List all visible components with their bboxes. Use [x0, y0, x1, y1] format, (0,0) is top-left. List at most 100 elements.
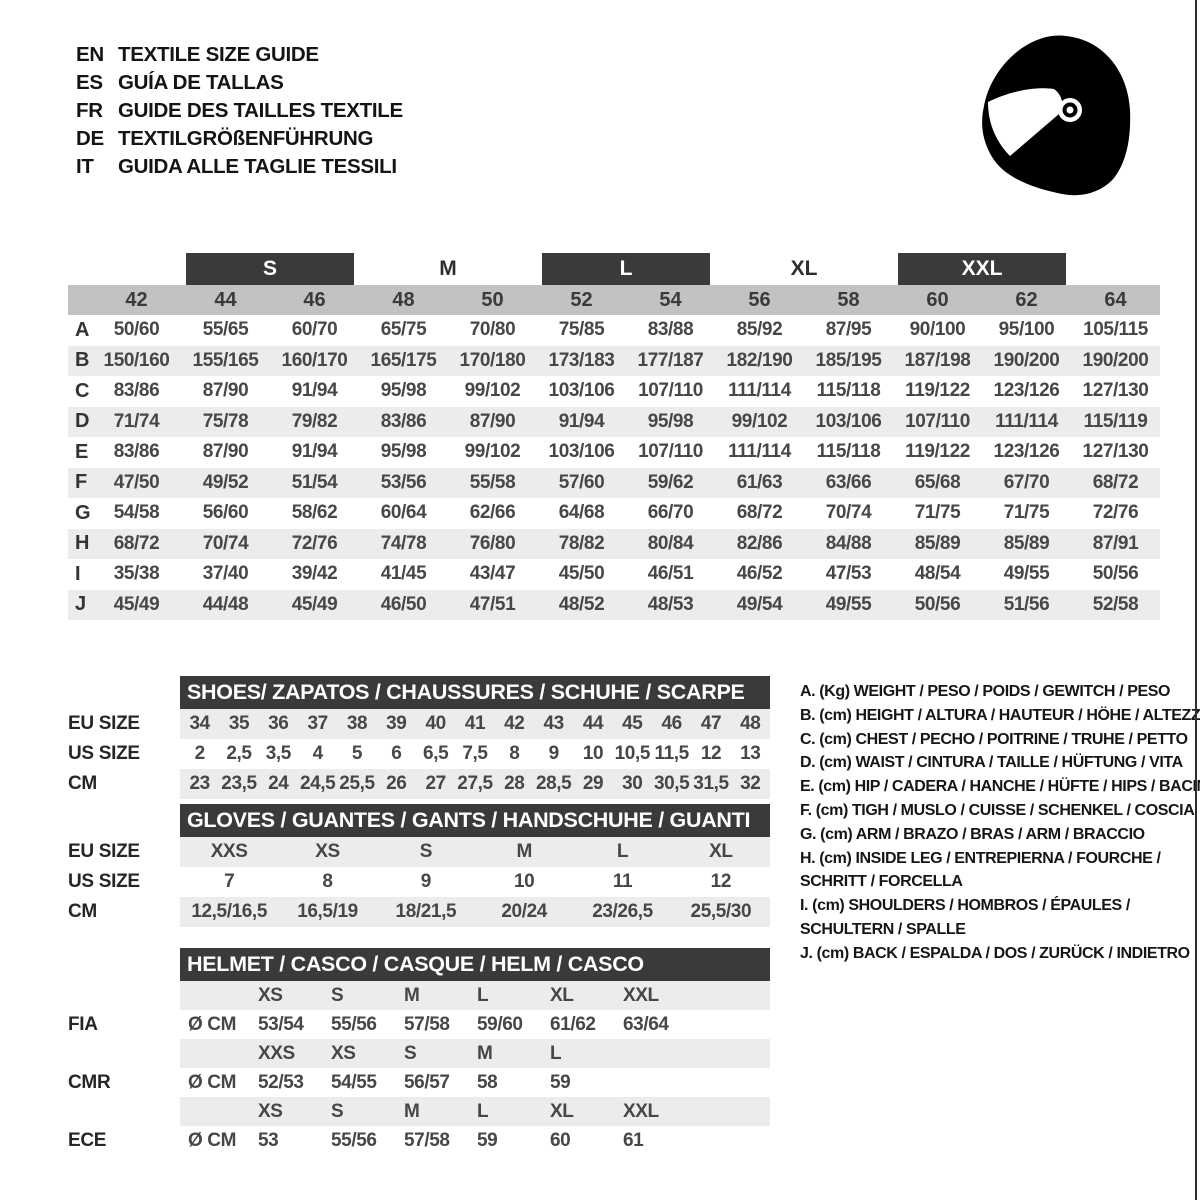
legend-line: F. (cm) TIGH / MUSLO / CUISSE / SCHENKEL…	[800, 801, 1195, 819]
shoes-row: 2 2,5 3,5 4 5 6 6,5 7,5 8 9 10 10,5 11,5 12 13	[180, 739, 770, 769]
gloves-value: M	[516, 841, 532, 862]
shoes-value: 38	[346, 713, 368, 734]
measure-value: 46/51	[647, 563, 694, 585]
gloves-value: S	[419, 841, 433, 862]
measure-value: 103/106	[548, 441, 615, 463]
measure-value: 85/89	[1003, 532, 1050, 554]
shoes-value: 24	[268, 773, 289, 794]
measure-value: 60/70	[291, 319, 338, 341]
measure-value: 107/110	[638, 441, 703, 463]
shoes-value: 35	[228, 713, 250, 734]
measure-value: 49/55	[1003, 563, 1050, 585]
gloves-value: 7	[224, 871, 235, 892]
measure-value: 123/126	[993, 380, 1060, 402]
gloves-value: XXS	[210, 841, 248, 862]
measure-value: 107/110	[638, 380, 703, 402]
measure-value: 49/54	[736, 593, 783, 615]
measure-value: 87/90	[469, 410, 516, 432]
shoes-value: 27	[425, 773, 446, 794]
measure-value: 48/54	[914, 563, 961, 585]
measure-value: 41/45	[380, 563, 427, 585]
measure-value: 68/72	[113, 532, 160, 554]
measure-value: 119/122	[905, 441, 970, 463]
measure-value: 160/170	[281, 349, 348, 371]
measure-letter: I	[75, 562, 81, 585]
measure-value: 95/98	[380, 441, 427, 463]
shoes-value: 3,5	[265, 743, 292, 764]
measure-value: 170/180	[459, 349, 526, 371]
helmet-value: 59/60	[477, 1013, 523, 1035]
language-title: TEXTILE SIZE GUIDE	[118, 43, 319, 66]
gloves-row: 12,5/16,5 16,5/19 18/21,5 20/24 23/26,5 25,5/…	[180, 897, 770, 927]
measure-value: 37/40	[202, 563, 249, 585]
language-title: TEXTILGRÖßENFÜHRUNG	[118, 127, 374, 150]
helmet-value: 56/57	[404, 1071, 450, 1093]
measure-value: 91/94	[291, 441, 338, 463]
size-col-header: 50	[481, 288, 504, 311]
measure-value: 47/53	[825, 563, 872, 585]
measure-value: 91/94	[291, 380, 338, 402]
helmet-size-row: XXS XS S M L	[180, 1039, 770, 1068]
helmet-value: 58	[477, 1071, 498, 1093]
helmet-value: 61/62	[550, 1013, 596, 1035]
helmet-value-row: Ø CM 52/53 54/55 56/57 58 59	[180, 1068, 770, 1097]
helmet-value: 63/64	[623, 1013, 669, 1035]
shoes-value: 12	[700, 743, 722, 764]
row-label-shoes: US SIZE	[68, 743, 140, 764]
size-group-m: M	[439, 257, 457, 280]
shoes-value: 48	[740, 713, 761, 734]
shoes-value: 41	[464, 713, 486, 734]
measure-row: I 35/38 37/40 39/42 41/45 43/47 45/50 46/51 46/5…	[68, 559, 1160, 590]
helmet-rows: XS S M L XL XXL Ø CM 53/54 55/56 57/58 59/60 61/62 6…	[180, 981, 770, 1155]
shoes-value: 47	[700, 713, 722, 734]
measure-value: 45/50	[558, 563, 605, 585]
helmet-value-row: Ø CM 53/54 55/56 57/58 59/60 61/62 63/64	[180, 1010, 770, 1039]
gloves-value: 16,5/19	[297, 901, 358, 922]
measure-value: 58/62	[291, 502, 338, 524]
shoes-value: 37	[307, 713, 328, 734]
size-group-l: L	[542, 253, 710, 285]
measure-value: 66/70	[647, 502, 694, 524]
measure-letter: H	[75, 532, 90, 555]
measure-value: 115/118	[816, 441, 881, 463]
language-code: DE	[76, 127, 104, 150]
shoes-size-table: SHOES/ ZAPATOS / CHAUSSURES / SCHUHE / S…	[180, 676, 770, 799]
measure-value: 87/90	[202, 380, 249, 402]
measurement-legend: A. (Kg) WEIGHT / PESO / POIDS / GEWITCH …	[800, 680, 1200, 966]
measure-value: 111/114	[728, 380, 791, 402]
helmet-value: 57/58	[404, 1013, 450, 1035]
language-title: GUIDA ALLE TAGLIE TESSILI	[118, 155, 397, 178]
helmet-size-label: S	[331, 984, 344, 1006]
size-col-header: 56	[748, 288, 771, 311]
helmet-size-label: XXL	[623, 1100, 659, 1122]
gloves-value: 20/24	[501, 901, 547, 922]
helmet-size-label: XL	[550, 984, 574, 1006]
size-group-xxl: XXL	[898, 253, 1066, 285]
gloves-value: 10	[513, 871, 535, 892]
measure-value: 74/78	[380, 532, 427, 554]
helmet-standard-labels: FIA CMR ECE	[68, 981, 180, 1155]
gloves-value: 11	[612, 871, 633, 892]
gloves-value: XS	[315, 841, 340, 862]
helmet-size-label: XXS	[258, 1042, 295, 1064]
shoes-value: 46	[661, 713, 682, 734]
shoes-value: 43	[543, 713, 564, 734]
measure-value: 79/82	[291, 410, 338, 432]
shoes-value: 26	[386, 773, 407, 794]
racing-helmet-icon	[982, 35, 1131, 196]
shoes-value: 28	[504, 773, 525, 794]
measure-value: 43/47	[469, 563, 516, 585]
language-code: IT	[76, 155, 94, 178]
helmet-size-label: XS	[331, 1042, 356, 1064]
language-lines: EN TEXTILE SIZE GUIDE ES GUÍA DE TALLAS FR GU…	[76, 41, 403, 181]
measure-row: H 68/72 70/74 72/76 74/78 76/80 78/82 80/84 82/8…	[68, 528, 1160, 559]
measure-value: 50/56	[914, 593, 961, 615]
measure-value: 119/122	[905, 380, 970, 402]
shoes-value: 10,5	[614, 743, 651, 764]
measure-value: 95/100	[998, 319, 1055, 341]
helmet-size-label: XL	[550, 1100, 574, 1122]
helmet-size-label: M	[404, 984, 420, 1006]
measure-value: 52/58	[1092, 593, 1139, 615]
measure-value: 84/88	[825, 532, 872, 554]
